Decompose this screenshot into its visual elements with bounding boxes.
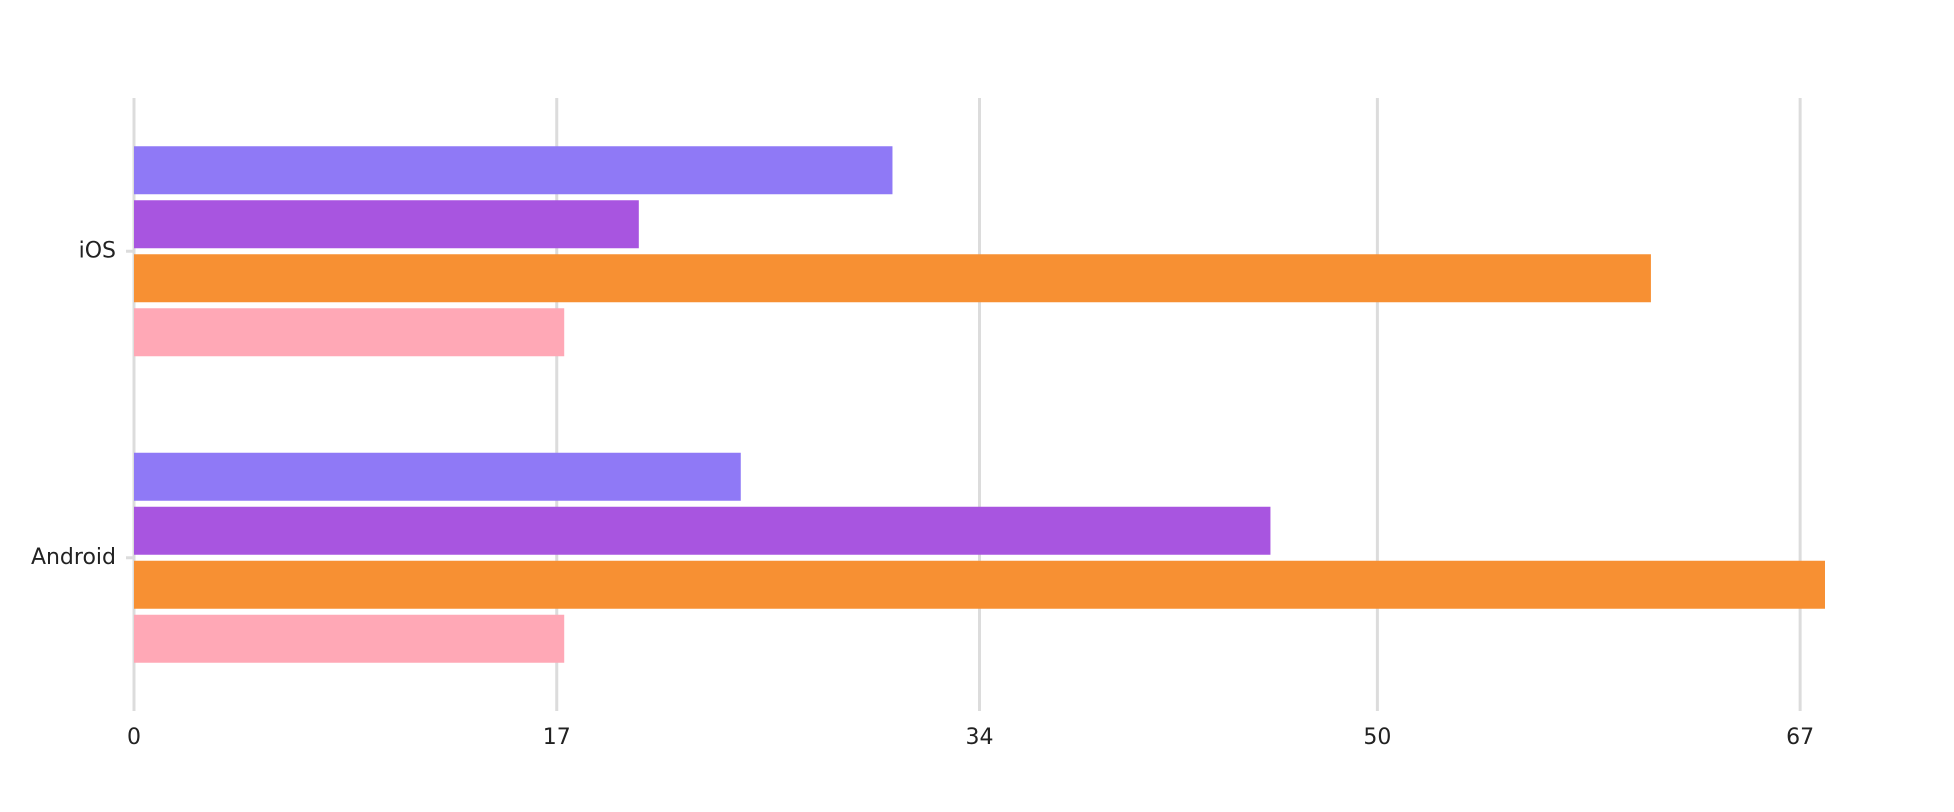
y-axis: iOS Android	[31, 238, 134, 570]
bar-ios-series-3	[134, 254, 1651, 303]
bar-android-series-2	[134, 506, 1271, 555]
y-tick-label-ios: iOS	[79, 238, 116, 263]
bar-android-series-1	[134, 452, 741, 501]
bar-android-series-4	[134, 614, 565, 663]
x-tick-label-50: 50	[1363, 725, 1391, 750]
bar-ios-series-4	[134, 308, 565, 357]
y-tick-label-android: Android	[31, 545, 116, 570]
bar-android-series-3	[134, 560, 1825, 609]
x-axis: 0 17 34 50 67	[127, 725, 1814, 750]
grid-lines	[132, 98, 1802, 711]
x-tick-label-0: 0	[127, 725, 141, 750]
bar-ios-series-2	[134, 200, 639, 249]
bar-ios-series-1	[134, 146, 893, 195]
x-tick-label-17: 17	[543, 725, 571, 750]
x-tick-label-34: 34	[966, 725, 994, 750]
bars	[134, 146, 1825, 663]
x-tick-label-67: 67	[1786, 725, 1814, 750]
